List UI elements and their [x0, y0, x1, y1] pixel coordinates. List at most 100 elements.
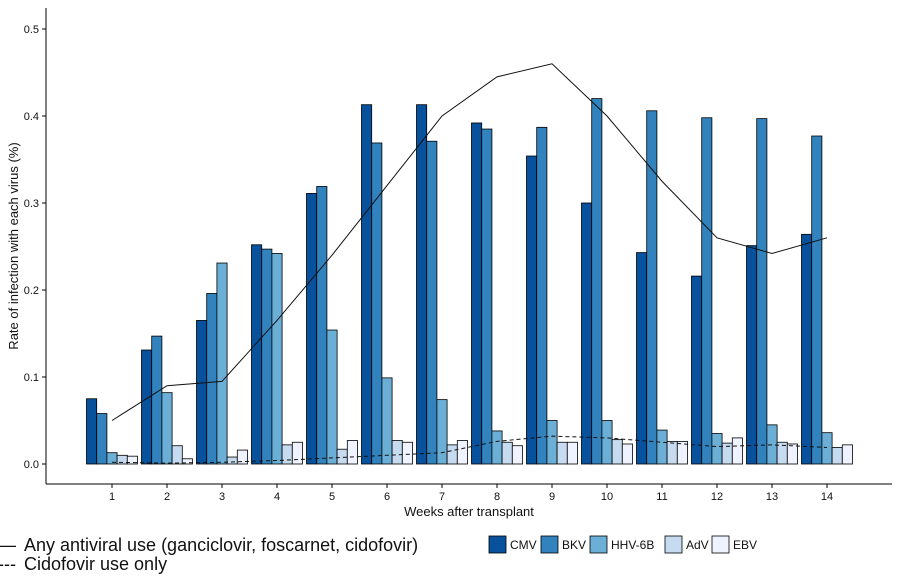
x-tick-label: 2: [164, 491, 170, 503]
bar-hhv-6b-week-6: [381, 377, 393, 465]
line-legend-marker: —: [0, 535, 16, 555]
bars: [86, 98, 853, 465]
bar-ebv-week-4: [291, 441, 303, 465]
bar-legend: CMV BKV HHV-6B AdV EBV: [488, 535, 757, 554]
bar-bkv-week-2: [151, 335, 163, 465]
bar-bkv-week-9: [536, 126, 548, 465]
bar-hhv-6b-week-13: [766, 424, 778, 465]
bar-hhv-6b-week-11: [656, 429, 668, 465]
bar-adv-week-10: [611, 439, 623, 465]
bar-bkv-week-12: [701, 117, 713, 465]
y-tick-label: 0.1: [24, 372, 39, 384]
y-tick-label: 0.2: [24, 285, 39, 297]
bar-ebv-week-10: [621, 443, 633, 465]
bar-cmv-week-1: [86, 398, 98, 465]
bar-cmv-week-12: [691, 275, 703, 465]
bar-bkv-week-6: [371, 142, 383, 465]
bar-adv-week-11: [666, 440, 678, 465]
y-tick-label: 0.5: [24, 24, 39, 36]
bar-cmv-week-4: [251, 244, 263, 465]
bar-bkv-week-11: [646, 110, 658, 465]
bar-cmv-week-8: [471, 122, 483, 465]
y-tick-label: 0.0: [24, 459, 39, 471]
x-tick-label: 1: [109, 491, 115, 503]
line-legend-label: Cidofovir use only: [24, 554, 167, 574]
bar-adv-week-6: [391, 440, 403, 465]
line-legend: — Any antiviral use (ganciclovir, foscarn…: [0, 535, 418, 574]
bar-bkv-week-7: [426, 140, 438, 465]
bar-adv-week-3: [226, 456, 238, 465]
legend-label-cmv: CMV: [510, 538, 537, 552]
bar-hhv-6b-week-9: [546, 420, 558, 465]
any-antiviral-line: [111, 63, 828, 421]
line-legend-label: Any antiviral use (ganciclovir, foscarne…: [24, 535, 418, 555]
legend-swatch-hhv-6b: [589, 535, 608, 554]
bar-adv-week-8: [501, 441, 513, 465]
bar-bkv-week-13: [756, 118, 768, 465]
bar-hhv-6b-week-7: [436, 399, 448, 465]
bar-hhv-6b-week-3: [216, 262, 228, 465]
bar-ebv-week-11: [676, 440, 688, 465]
legend-swatch-ebv: [711, 535, 730, 554]
x-tick-label: 4: [274, 491, 280, 503]
bar-bkv-week-14: [811, 135, 823, 465]
bar-adv-week-2: [171, 445, 183, 465]
x-tick-label: 13: [766, 491, 778, 503]
bar-adv-week-7: [446, 444, 458, 465]
bar-bkv-week-8: [481, 128, 493, 465]
legend-label-ebv: EBV: [733, 538, 757, 552]
bar-ebv-week-13: [786, 443, 798, 465]
legend-label-adv: AdV: [686, 538, 709, 552]
y-axis-title: Rate of infection with each virus (%): [6, 142, 21, 349]
bar-hhv-6b-week-14: [821, 432, 833, 465]
bar-adv-week-4: [281, 444, 293, 465]
bar-bkv-week-4: [261, 248, 273, 465]
x-tick-label: 11: [656, 491, 667, 503]
bar-cmv-week-2: [141, 349, 153, 465]
bar-cmv-week-9: [526, 155, 538, 465]
bar-ebv-week-9: [566, 441, 578, 465]
bar-bkv-week-1: [96, 413, 108, 465]
x-axis-title: Weeks after transplant: [404, 504, 534, 519]
bar-ebv-week-14: [841, 444, 853, 465]
bar-ebv-week-5: [346, 440, 358, 465]
bar-ebv-week-6: [401, 441, 413, 465]
bar-cmv-week-5: [306, 193, 318, 465]
legend-swatch-bkv: [540, 535, 559, 554]
bar-adv-week-14: [831, 447, 843, 465]
bar-ebv-week-2: [181, 458, 193, 465]
bar-cmv-week-10: [581, 202, 593, 465]
y-tick-label: 0.4: [24, 111, 39, 123]
bar-ebv-week-12: [731, 437, 743, 465]
legend-label-bkv: BKV: [562, 538, 586, 552]
x-tick-label: 5: [329, 491, 335, 503]
bar-bkv-week-10: [591, 98, 603, 465]
bar-hhv-6b-week-4: [271, 253, 283, 465]
cidofovir-line: [111, 435, 828, 464]
x-tick-label: 7: [439, 491, 445, 503]
legend-swatch-cmv: [488, 535, 507, 554]
line-legend-marker: ---: [0, 554, 16, 574]
x-tick-label: 9: [549, 491, 555, 503]
bar-cmv-week-14: [801, 233, 813, 465]
bar-hhv-6b-week-2: [161, 392, 173, 465]
bar-hhv-6b-week-12: [711, 433, 723, 465]
x-tick-label: 12: [711, 491, 723, 503]
bar-cmv-week-6: [361, 104, 373, 465]
y-tick-label: 0.3: [24, 198, 39, 210]
bar-adv-week-9: [556, 441, 568, 465]
bar-cmv-week-7: [416, 104, 428, 465]
legend-label-hhv-6b: HHV-6B: [611, 538, 654, 552]
bar-cmv-week-11: [636, 252, 648, 465]
bar-ebv-week-3: [236, 449, 248, 465]
bar-ebv-week-8: [511, 445, 523, 465]
bar-bkv-week-5: [316, 186, 328, 465]
bar-bkv-week-3: [206, 293, 218, 465]
bar-ebv-week-7: [456, 440, 468, 465]
x-tick-label: 8: [494, 491, 500, 503]
x-tick-label: 6: [384, 491, 390, 503]
x-tick-label: 14: [821, 491, 833, 503]
x-tick-label: 10: [601, 491, 613, 503]
legend-swatch-adv: [664, 535, 683, 554]
